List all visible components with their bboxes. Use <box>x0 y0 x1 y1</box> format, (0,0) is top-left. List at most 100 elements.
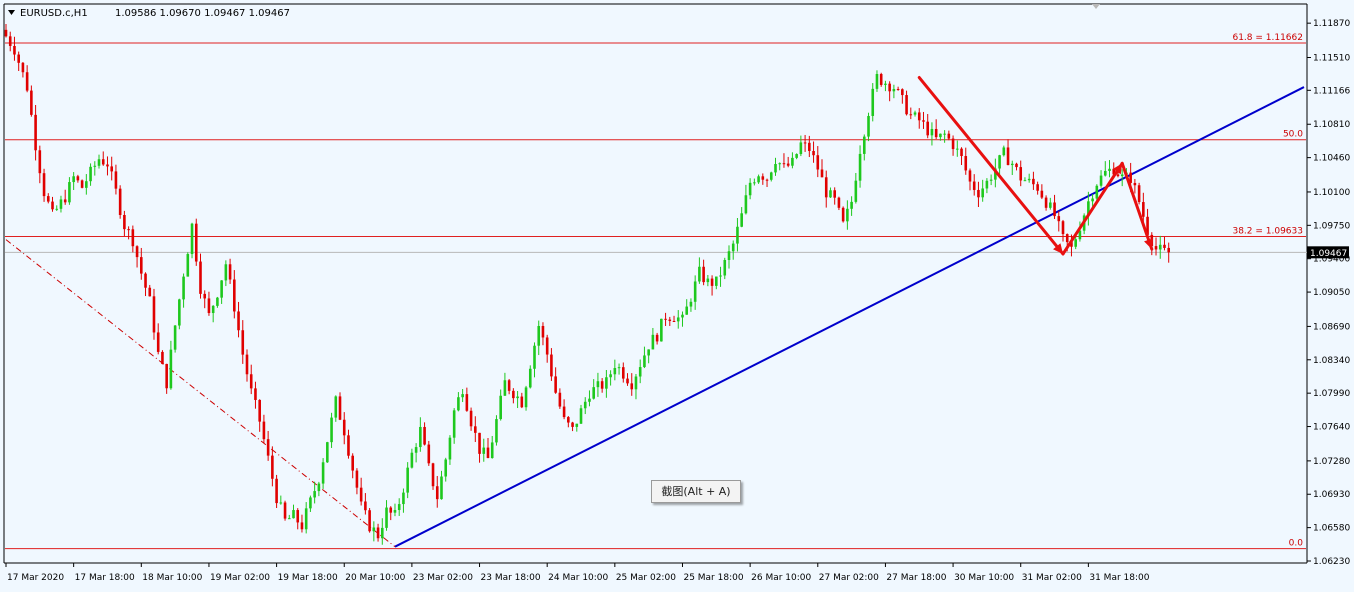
candle <box>850 196 853 216</box>
candle-body <box>1065 234 1069 243</box>
y-tick-label: 1.11510 <box>1313 53 1350 63</box>
candle-body <box>1163 244 1166 248</box>
candle <box>1133 178 1137 194</box>
candle-body <box>706 278 710 283</box>
candle-body <box>571 422 574 427</box>
candle <box>778 162 782 171</box>
candle-body <box>326 442 329 463</box>
candle-body <box>199 261 202 294</box>
candle <box>710 275 714 296</box>
candle <box>216 296 219 308</box>
candle <box>820 159 824 178</box>
candle <box>1154 237 1158 256</box>
trendline[interactable] <box>394 86 1305 548</box>
candle-body <box>156 332 160 352</box>
candle <box>1142 192 1145 224</box>
candle-body <box>757 176 760 183</box>
candle-body <box>541 325 545 338</box>
candle-body <box>186 254 190 277</box>
candle-body <box>1070 242 1073 247</box>
candle-body <box>744 195 748 214</box>
candle-body <box>1074 239 1077 247</box>
candle-body <box>533 345 536 369</box>
candle <box>220 280 223 304</box>
candle <box>152 288 156 340</box>
candle-body <box>998 155 1001 169</box>
candle <box>744 184 748 215</box>
candle-body <box>871 88 875 116</box>
candle <box>613 359 617 381</box>
x-tick-label: 19 Mar 02:00 <box>210 573 270 583</box>
candle <box>1049 197 1052 210</box>
candle <box>909 107 913 120</box>
candle-body <box>233 279 236 312</box>
y-tick-label: 1.06580 <box>1313 524 1350 534</box>
candle-body <box>59 199 63 209</box>
candle-body <box>410 452 414 468</box>
candle <box>803 134 807 152</box>
candle <box>913 110 917 117</box>
candle-body <box>719 275 722 277</box>
candle-body <box>448 437 452 460</box>
annotation-arrow[interactable] <box>917 76 1065 256</box>
candle <box>435 475 439 508</box>
candle-body <box>203 293 207 299</box>
candle <box>355 468 359 495</box>
candle <box>55 205 59 211</box>
candle <box>630 373 634 396</box>
candle <box>465 387 469 412</box>
trendline[interactable] <box>5 239 396 548</box>
symbol-dropdown-icon[interactable] <box>8 10 15 15</box>
candle <box>156 323 160 355</box>
candle <box>554 367 557 394</box>
candle <box>1061 219 1065 242</box>
candle <box>34 105 37 161</box>
candle <box>4 23 8 38</box>
candle-body <box>926 121 930 136</box>
candle-body <box>385 507 388 528</box>
candle <box>72 172 75 191</box>
candle <box>854 172 858 204</box>
shift-marker-icon[interactable] <box>1092 4 1100 9</box>
candle <box>829 187 832 198</box>
x-tick-label: 27 Mar 02:00 <box>819 573 879 583</box>
candle <box>427 440 431 466</box>
candle <box>1103 161 1107 177</box>
candle-body <box>469 410 473 427</box>
candle <box>1070 234 1073 257</box>
candle-body <box>575 423 579 427</box>
ohlc-values: 1.09586 1.09670 1.09467 1.09467 <box>115 8 290 19</box>
candle-body <box>956 148 959 150</box>
candle-body <box>917 112 921 121</box>
candle-body <box>934 128 938 138</box>
candle <box>123 210 126 237</box>
candle <box>292 504 295 519</box>
candle <box>664 312 667 326</box>
candle <box>51 196 54 212</box>
annotation-arrow[interactable] <box>1061 161 1124 256</box>
candle-body <box>672 321 676 323</box>
candle <box>1158 235 1162 259</box>
candle <box>148 284 152 297</box>
x-tick-label: 27 Mar 18:00 <box>886 573 946 583</box>
candle-body <box>1103 170 1107 176</box>
candle <box>782 153 786 168</box>
candle-body <box>824 177 828 198</box>
candle-body <box>1078 230 1082 240</box>
candle <box>228 258 232 284</box>
candle <box>520 392 524 409</box>
candle <box>1057 211 1061 232</box>
candle-body <box>782 163 786 165</box>
x-tick-label: 20 Mar 10:00 <box>345 573 405 583</box>
candle <box>279 495 283 505</box>
candle-body <box>748 182 752 196</box>
candle-body <box>114 171 118 189</box>
candle <box>30 85 33 117</box>
candle-body <box>72 176 75 183</box>
y-tick-label: 1.08340 <box>1313 356 1350 366</box>
candle-body <box>731 243 735 252</box>
candle-body <box>46 196 50 202</box>
candle-body <box>245 354 249 375</box>
annotation-arrow[interactable] <box>1120 161 1154 251</box>
candle <box>406 462 409 499</box>
